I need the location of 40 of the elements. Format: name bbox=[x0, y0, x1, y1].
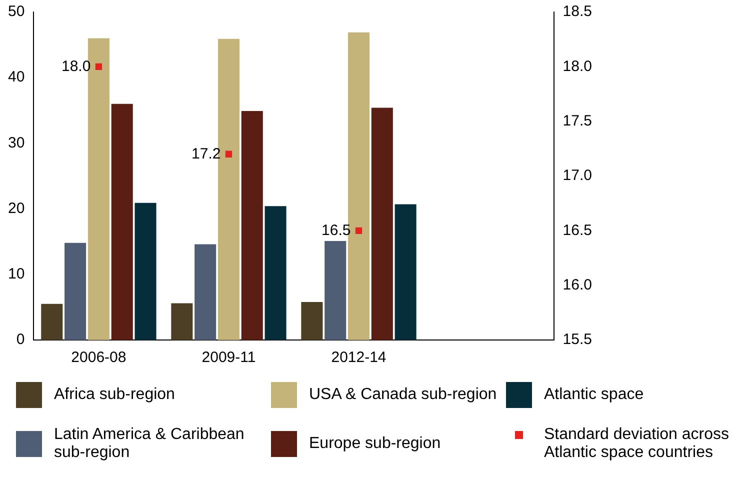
bar bbox=[241, 111, 263, 340]
bar bbox=[324, 240, 346, 340]
y-tick-label: 50 bbox=[8, 3, 25, 20]
y2-tick-label: 17.5 bbox=[562, 112, 592, 130]
x-tick-label: 2006-08 bbox=[71, 349, 126, 366]
bar bbox=[264, 206, 286, 340]
legend-label: Atlantic space bbox=[544, 386, 644, 404]
y2-tick-label: 18.5 bbox=[562, 3, 592, 20]
legend-label: Africa sub-region bbox=[54, 386, 175, 404]
y2-tick-label: 16.5 bbox=[562, 222, 592, 239]
point bbox=[95, 63, 102, 70]
y2-tick-label: 18.0 bbox=[562, 58, 592, 75]
legend-label: Latin America & Caribbean sub-region bbox=[54, 426, 246, 462]
x-tick-label: 2009-11 bbox=[202, 349, 256, 366]
y2-tick-label: 16.0 bbox=[562, 276, 592, 294]
y2-tick-label: 15.5 bbox=[562, 331, 592, 348]
y-tick-label: 0 bbox=[16, 331, 25, 348]
bar bbox=[194, 244, 216, 340]
legend-label: Standard deviation across Atlantic space countries bbox=[544, 426, 730, 462]
bar bbox=[394, 204, 416, 340]
data-label: 16.5 bbox=[322, 222, 351, 239]
bar bbox=[41, 304, 63, 340]
point bbox=[355, 227, 362, 234]
y2-tick-label: 17.0 bbox=[562, 167, 592, 184]
x-tick-label: 2012-14 bbox=[331, 349, 386, 366]
data-label: 17.2 bbox=[192, 145, 221, 162]
bar bbox=[301, 302, 323, 340]
y-tick-label: 30 bbox=[8, 134, 25, 152]
legend-label: USA & Canada sub-region bbox=[309, 386, 497, 404]
bar bbox=[111, 104, 133, 340]
point bbox=[225, 150, 232, 158]
y-tick-label: 40 bbox=[8, 68, 25, 86]
legend-label: Europe sub-region bbox=[309, 435, 441, 453]
y-tick-label: 20 bbox=[8, 200, 25, 217]
bar bbox=[371, 108, 393, 340]
bar bbox=[64, 242, 86, 340]
data-label: 18.0 bbox=[61, 58, 91, 75]
bar bbox=[171, 303, 193, 340]
bar bbox=[134, 202, 156, 340]
y-tick-label: 10 bbox=[8, 266, 25, 283]
